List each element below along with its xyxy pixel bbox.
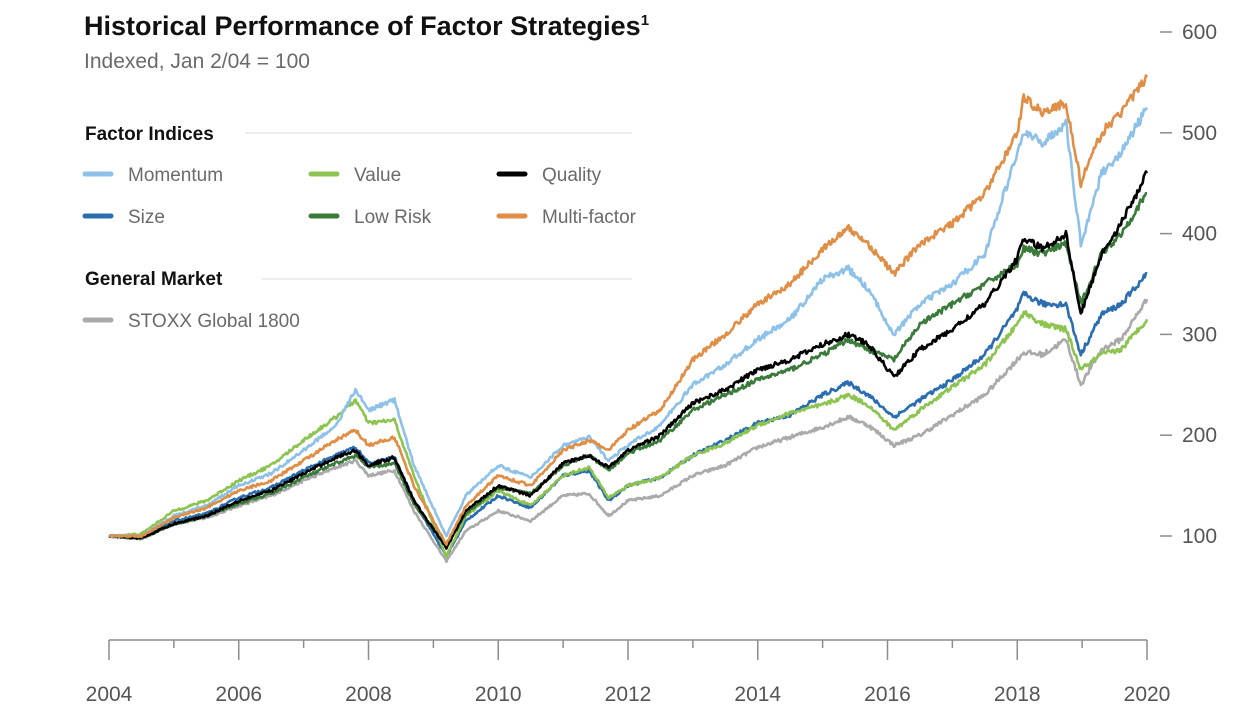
series-line-quality <box>108 170 1149 550</box>
legend-item-size: Size <box>82 207 165 228</box>
legend-group-title-factor-indices: Factor Indices <box>85 124 214 145</box>
y-tick-label-400: 400 <box>1182 223 1217 246</box>
series-line-multi-factor <box>108 74 1149 546</box>
legend-group-title-general-market: General Market <box>85 269 223 290</box>
legend-item-stoxx-global-1800: STOXX Global 1800 <box>82 311 300 332</box>
y-tick-label-100: 100 <box>1182 525 1217 548</box>
legend-label-momentum: Momentum <box>128 165 223 186</box>
y-tick-label-200: 200 <box>1182 424 1217 447</box>
x-tick-label-2014: 2014 <box>734 683 781 706</box>
chart-title: Historical Performance of Factor Strateg… <box>84 11 649 41</box>
x-axis: 2004 2006 2008 2010 2012 2014 2016 2018 2020 <box>86 639 1171 706</box>
x-tick-label-2010: 2010 <box>475 683 522 706</box>
y-tick-label-600: 600 <box>1182 21 1217 44</box>
x-tick-label-2018: 2018 <box>994 683 1041 706</box>
chart-subtitle: Indexed, Jan 2/04 = 100 <box>84 50 310 73</box>
series-layer <box>108 74 1149 564</box>
legend: Factor Indices Momentum Value Quality Si… <box>82 124 637 332</box>
legend-label-quality: Quality <box>542 165 602 186</box>
x-tick-label-2012: 2012 <box>605 683 652 706</box>
legend-item-low-risk: Low Risk <box>308 207 432 228</box>
series-line-size <box>108 271 1148 558</box>
chart-title-footnote: 1 <box>641 12 649 29</box>
series-line-momentum <box>108 106 1149 539</box>
y-tick-label-300: 300 <box>1182 323 1217 346</box>
legend-label-value: Value <box>354 165 401 186</box>
y-tick-label-500: 500 <box>1182 122 1217 145</box>
legend-label-size: Size <box>128 207 165 228</box>
y-axis: 100 200 300 400 500 600 <box>1160 21 1217 548</box>
legend-label-multi-factor: Multi-factor <box>542 207 637 228</box>
legend-label-low-risk: Low Risk <box>354 207 432 228</box>
chart-title-text: Historical Performance of Factor Strateg… <box>84 11 641 41</box>
series-line-value <box>108 310 1149 558</box>
series-line-low-risk <box>108 191 1148 549</box>
x-tick-label-2016: 2016 <box>864 683 911 706</box>
legend-item-quality: Quality <box>496 165 602 186</box>
x-tick-label-2008: 2008 <box>345 683 392 706</box>
x-tick-label-2006: 2006 <box>215 683 262 706</box>
x-tick-label-2020: 2020 <box>1124 683 1171 706</box>
legend-label-stoxx-global-1800: STOXX Global 1800 <box>128 311 300 332</box>
legend-item-multi-factor: Multi-factor <box>496 207 637 228</box>
x-tick-label-2004: 2004 <box>86 683 133 706</box>
legend-item-momentum: Momentum <box>82 165 223 186</box>
legend-item-value: Value <box>308 165 401 186</box>
